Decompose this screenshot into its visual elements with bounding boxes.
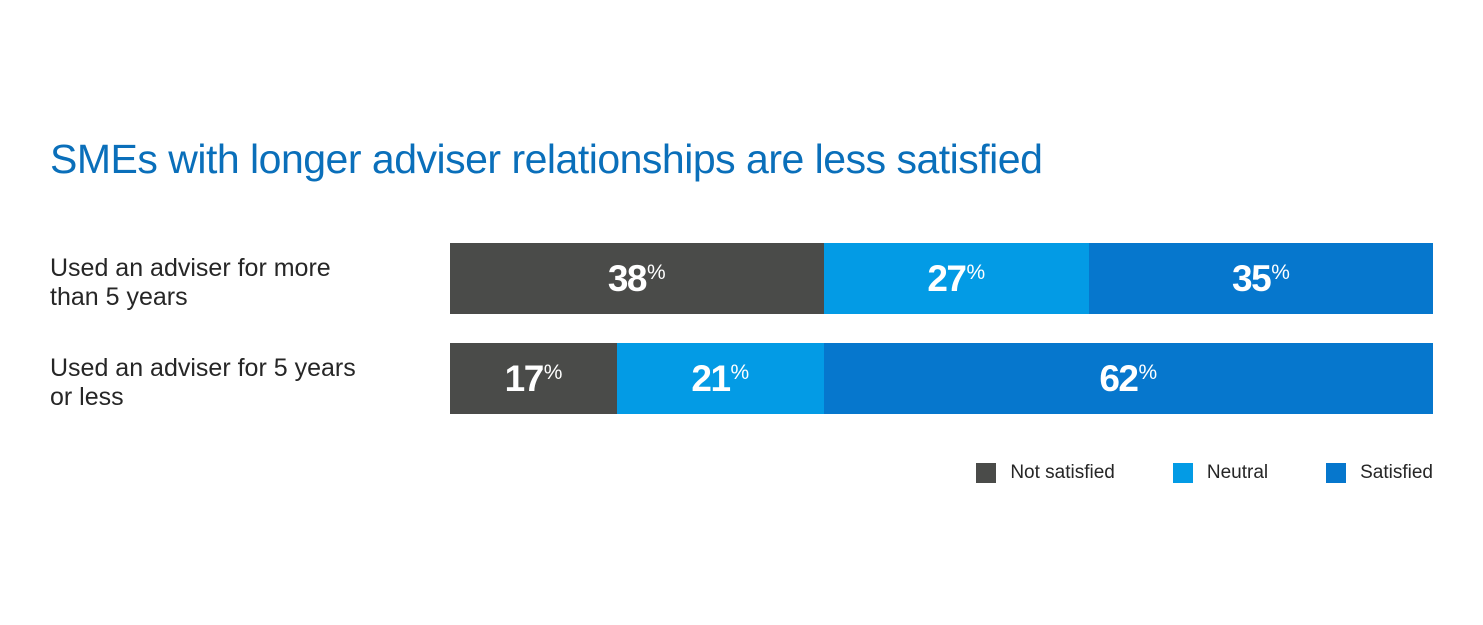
bar-label-not-satisfied-row-0: 38% (607, 257, 666, 299)
bar-label-unit: % (647, 260, 666, 284)
bar-label-unit: % (1138, 360, 1158, 384)
bar-segment-neutral-row-0: 27% (823, 243, 1089, 314)
bar-label-satisfied-row-0: 35% (1232, 257, 1290, 299)
legend-item-satisfied: Satisfied (1326, 462, 1433, 484)
bar-label-unit: % (730, 360, 750, 384)
bar-label-neutral-row-1: 21% (691, 357, 750, 399)
bar-segment-satisfied-row-0: 35% (1088, 243, 1433, 314)
legend-swatch-not-satisfied (976, 463, 997, 483)
legend: Not satisfied Neutral Satisfied (976, 462, 1433, 484)
row-label-0-line-2: than 5 years (50, 283, 188, 311)
bar-label-satisfied-row-1: 62% (1099, 357, 1158, 399)
bar-label-unit: % (966, 260, 986, 284)
bar-label-unit: % (1271, 260, 1290, 284)
legend-swatch-satisfied (1326, 463, 1347, 483)
legend-item-neutral: Neutral (1172, 462, 1269, 484)
row-label-1: Used an adviser for 5 years or less (50, 354, 430, 412)
bar-label-unit: % (543, 360, 563, 384)
bar-segment-neutral-row-1: 21% (617, 343, 824, 414)
row-label-1-line-2: or less (50, 383, 124, 411)
legend-item-not-satisfied: Not satisfied (976, 462, 1115, 484)
bar-segment-not-satisfied-row-1: 17% (450, 343, 618, 414)
row-label-1-line-1: Used an adviser for 5 years (50, 354, 356, 382)
legend-label-not-satisfied: Not satisfied (1010, 462, 1115, 483)
bar-label-not-satisfied-row-1: 17% (504, 357, 563, 399)
bar-segment-not-satisfied-row-0: 38% (450, 243, 824, 314)
bar-row-1: 17% 21% 62% (450, 343, 1433, 414)
chart-title: SMEs with longer adviser relationships a… (50, 136, 1043, 182)
row-label-0: Used an adviser for more than 5 years (50, 254, 430, 312)
bar-segment-satisfied-row-1: 62% (823, 343, 1433, 414)
bar-row-0: 38% 27% 35% (450, 243, 1433, 314)
legend-swatch-neutral (1172, 463, 1193, 483)
legend-label-satisfied: Satisfied (1360, 462, 1433, 483)
legend-label-neutral: Neutral (1206, 462, 1269, 483)
row-label-0-line-1: Used an adviser for more (50, 254, 331, 282)
bar-label-neutral-row-0: 27% (927, 257, 986, 299)
